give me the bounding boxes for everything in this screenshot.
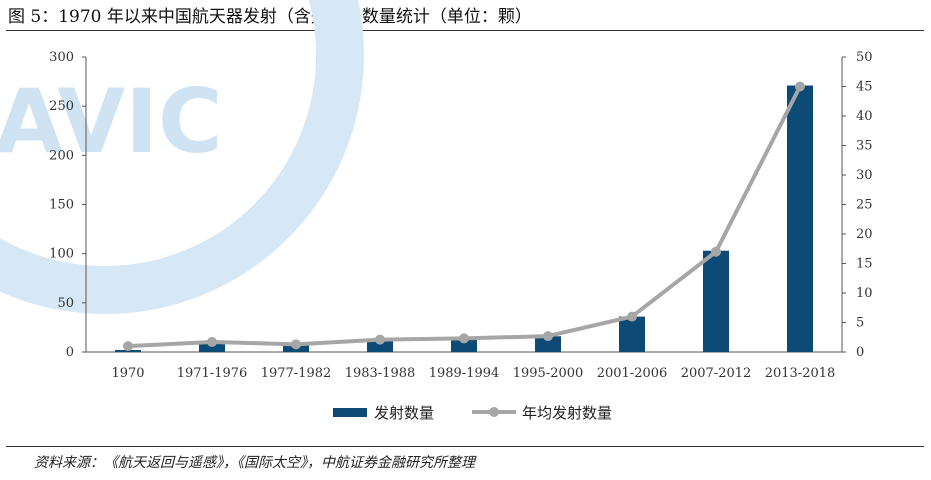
bar: [787, 85, 813, 353]
line-point: [627, 311, 637, 322]
y-right-tick-label: 25: [856, 198, 873, 213]
line-point: [291, 339, 301, 350]
bar: [535, 336, 561, 352]
x-tick-label: 1983-1988: [345, 366, 416, 381]
line-point: [795, 81, 805, 92]
y-left-tick-label: 0: [66, 345, 74, 360]
y-right-tick-label: 50: [856, 50, 873, 65]
x-tick-label: 2007-2012: [681, 366, 752, 381]
y-right-tick-label: 20: [856, 227, 873, 242]
bar: [367, 340, 393, 352]
y-left-tick-label: 200: [49, 148, 74, 163]
bar: [619, 316, 645, 352]
legend-bar-swatch: [333, 408, 367, 417]
line-point: [207, 336, 217, 347]
x-tick-label: 1995-2000: [513, 366, 584, 381]
y-right-tick-label: 5: [856, 316, 864, 331]
bar: [451, 339, 477, 352]
x-tick-label: 1989-1994: [429, 366, 500, 381]
chart-title: 图 5：1970 年以来中国航天器发射（含失败）数量统计（单位：颗）: [8, 7, 532, 27]
line-point: [123, 341, 133, 352]
bar: [703, 250, 729, 352]
x-tick-label: 1971-1976: [177, 366, 248, 381]
legend-bar-label: 发射数量: [374, 404, 434, 422]
line-point: [543, 331, 553, 342]
y-left-tick-label: 150: [49, 198, 74, 213]
watermark-text: AVIC: [0, 70, 223, 173]
watermark: AVIC: [0, 0, 364, 314]
legend: 发射数量 年均发射数量: [333, 404, 612, 422]
y-right-tick-label: 45: [856, 80, 873, 95]
chart: AVIC 0 50 100 150 200 250 300 0 5 10 15 20 25 30 35 40 4…: [0, 0, 873, 422]
bar-series: [115, 85, 813, 353]
x-tick-label: 2001-2006: [597, 366, 668, 381]
line-point: [459, 333, 469, 344]
y-right-tick-label: 30: [856, 168, 873, 183]
y-right-tick-label: 35: [856, 139, 873, 154]
x-tick-label: 1970: [111, 366, 144, 381]
y-left-tick-label: 100: [49, 247, 74, 262]
bottom-divider: [6, 446, 924, 447]
y-left-tick-label: 50: [57, 296, 74, 311]
top-divider: [6, 30, 924, 31]
y-right-tick-label: 40: [856, 109, 873, 124]
x-tick-label: 2013-2018: [765, 366, 836, 381]
x-tick-label: 1977-1982: [261, 366, 332, 381]
y-right-tick-label: 0: [856, 345, 864, 360]
line-point: [375, 334, 385, 345]
source-note: 资料来源：《航天返回与遥感》，《国际太空》，中航证券金融研究所整理: [34, 455, 475, 471]
axes: 0 50 100 150 200 250 300 0 5 10 15 20 25 30 35 40 45 50 19…: [49, 50, 872, 381]
y-left-tick-label: 300: [49, 50, 74, 65]
y-right-tick-label: 15: [856, 257, 873, 272]
series-line: [127, 85, 802, 349]
watermark-ring: [0, 0, 364, 314]
bar: [199, 342, 225, 352]
legend-line-marker: [489, 407, 499, 417]
line-series: [123, 81, 805, 352]
line-point: [711, 246, 721, 257]
y-right-tick-label: 10: [856, 286, 873, 301]
legend-line-label: 年均发射数量: [522, 404, 612, 422]
y-left-tick-label: 250: [49, 99, 74, 114]
